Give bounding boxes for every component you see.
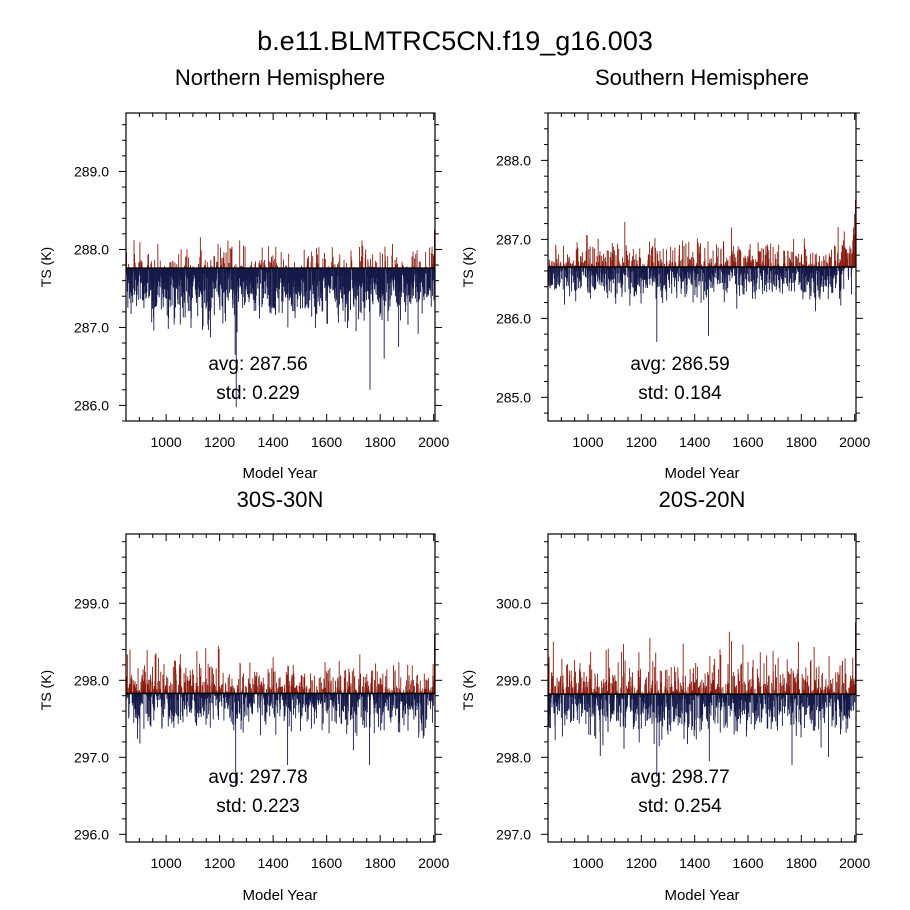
avg-annotation: avg: 287.56 [208,354,307,375]
x-axis-label: Model Year [242,465,317,482]
plot-frame [125,533,436,843]
std-annotation: std: 0.229 [216,383,299,404]
y-tick-label: 286.0 [74,397,109,413]
avg-annotation: avg: 286.59 [630,354,729,375]
x-tick-label: 1400 [258,855,289,871]
panel-northern-hemisphere: Northern Hemisphere TS (K) Model Year av… [38,65,449,482]
plot-frame [547,533,857,843]
y-axis-label: TS (K) [38,247,54,287]
y-tick-label: 286.0 [496,310,531,326]
plot-frame [125,112,436,422]
x-tick-label: 1200 [204,434,235,450]
x-tick-label: 2000 [418,434,449,450]
x-tick-label: 1000 [151,855,182,871]
x-axis-label: Model Year [664,465,739,482]
panel-title: Northern Hemisphere [175,65,385,90]
x-tick-label: 1600 [311,855,342,871]
plot-frame [547,112,857,422]
std-annotation: std: 0.223 [216,796,299,817]
ts-series [125,634,436,785]
x-axis-label: Model Year [664,887,739,904]
y-tick-label: 299.0 [74,595,109,611]
x-tick-label: 1400 [679,434,710,450]
panel-title: 20S-20N [659,487,746,512]
y-axis-label: TS (K) [460,670,476,710]
ts-series [547,622,857,777]
x-tick-label: 1800 [365,434,396,450]
avg-annotation: avg: 297.78 [208,767,307,788]
y-tick-label: 288.0 [496,152,531,168]
x-tick-label: 1600 [732,434,763,450]
panel-title: Southern Hemisphere [595,65,809,90]
y-tick-label: 298.0 [74,672,109,688]
std-annotation: std: 0.184 [638,383,722,404]
y-tick-label: 287.0 [74,319,109,335]
y-tick-label: 287.0 [496,231,531,247]
y-axis-label: TS (K) [460,247,476,287]
y-axis-label: TS (K) [38,670,54,710]
panel-title: 30S-30N [237,487,324,512]
x-tick-label: 1200 [204,855,235,871]
y-tick-label: 289.0 [74,164,109,180]
panel-southern-hemisphere: Southern Hemisphere TS (K) Model Year av… [460,65,870,482]
x-tick-label: 1600 [311,434,342,450]
x-tick-label: 2000 [418,855,449,871]
x-tick-label: 1400 [258,434,289,450]
x-tick-label: 1200 [626,434,657,450]
ts-series [547,199,857,343]
x-tick-label: 1800 [365,855,396,871]
x-tick-label: 1000 [572,434,603,450]
y-tick-label: 297.0 [74,749,109,765]
ts-series [125,229,436,407]
x-tick-label: 1000 [151,434,182,450]
x-tick-label: 1800 [786,434,817,450]
y-tick-label: 285.0 [496,389,531,405]
y-tick-label: 296.0 [74,826,109,842]
panel-20s-20n: 20S-20N TS (K) Model Year avg: 298.77std… [460,487,870,904]
x-tick-label: 2000 [839,434,870,450]
x-axis-label: Model Year [242,887,317,904]
y-tick-label: 288.0 [74,242,109,258]
panel-30s-30n: 30S-30N TS (K) Model Year avg: 297.78 std… [38,487,449,904]
figure-title: b.e11.BLMTRC5CN.f19_g16.003 [257,26,653,56]
